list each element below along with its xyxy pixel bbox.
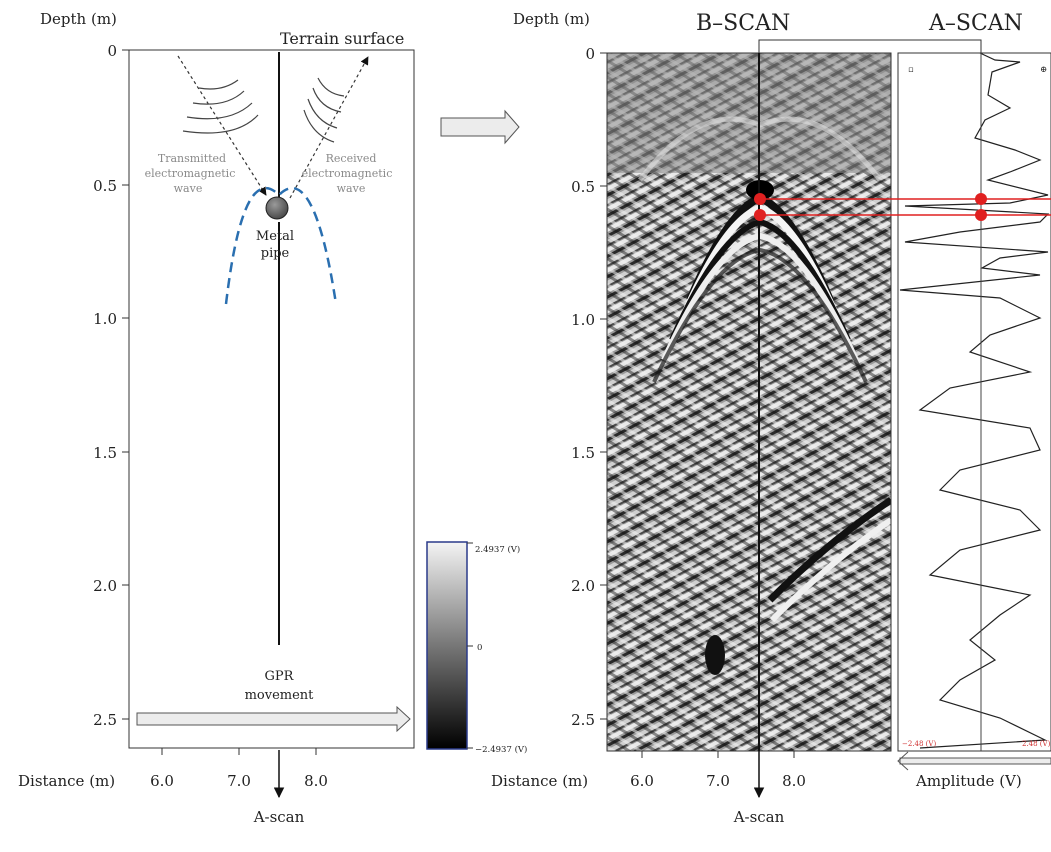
ascan-amp-min: −2.48 (V) [902, 740, 936, 748]
ascan-trace [899, 52, 1050, 749]
received-label: Received electromagnetic wave [302, 152, 393, 195]
transmitted-label: Transmitted electromagnetic wave [145, 152, 236, 195]
left-depth-tick: 1.0 [93, 310, 117, 328]
svg-text:electromagnetic: electromagnetic [302, 167, 393, 180]
svg-text:Metal: Metal [256, 229, 294, 244]
bscan-image [607, 53, 891, 751]
right-distance-tick: 8.0 [782, 772, 806, 790]
left-distance-tick: 8.0 [304, 772, 328, 790]
bscan-title: B–SCAN [696, 11, 790, 36]
right-depth-label: Depth (m) [513, 10, 590, 28]
left-depth-tick: 1.5 [93, 444, 117, 462]
right-distance-ticks: Distance (m) 6.0 7.0 8.0 [491, 751, 806, 790]
svg-text:wave: wave [174, 182, 203, 195]
colorbar-zero: 0 [477, 643, 482, 653]
left-ascan-label: A-scan [253, 808, 305, 826]
gpr-movement-arrow [136, 705, 411, 733]
left-distance-tick: 7.0 [227, 772, 251, 790]
bscan-frame [606, 52, 892, 752]
svg-text:electromagnetic: electromagnetic [145, 167, 236, 180]
right-depth-tick: 1.0 [571, 311, 595, 329]
ascan-corner-marker: ▫ [908, 65, 914, 75]
amplitude-arrow [899, 757, 1051, 765]
left-depth-label: Depth (m) [40, 10, 117, 28]
ascan-amp-max: 2.48 (V) [1022, 740, 1051, 748]
left-depth-ticks: 0 0.5 1.0 1.5 2.0 2.5 [93, 42, 129, 729]
colorbar: 2.4937 (V) 0 −2.4937 (V) [426, 541, 527, 755]
amplitude-label: Amplitude (V) [915, 772, 1022, 790]
transmitted-wavefronts [182, 79, 259, 134]
received-wavefronts [303, 77, 345, 143]
right-panel: Depth (m) B–SCAN A–SCAN ▫ ⊕ −2.48 (V [491, 10, 1051, 826]
right-distance-label: Distance (m) [491, 772, 588, 790]
colorbar-gradient [426, 541, 468, 750]
left-depth-tick: 0.5 [93, 177, 117, 195]
left-depth-tick: 0 [107, 42, 117, 60]
right-distance-tick: 7.0 [706, 772, 730, 790]
left-plot-frame [128, 49, 415, 749]
colorbar-min: −2.4937 (V) [475, 744, 527, 755]
svg-text:GPR: GPR [265, 669, 295, 684]
transition-arrow-icon [440, 109, 520, 145]
right-distance-tick: 6.0 [630, 772, 654, 790]
marker-point [754, 209, 766, 221]
gpr-movement-label: GPR movement [245, 669, 315, 703]
left-depth-tick: 2.0 [93, 577, 117, 595]
hyperbola-curve [224, 186, 338, 305]
colorbar-max: 2.4937 (V) [475, 544, 520, 555]
terrain-surface-label: Terrain surface [280, 29, 404, 48]
received-ray [289, 56, 369, 199]
marker-point [975, 209, 987, 221]
svg-text:wave: wave [337, 182, 366, 195]
left-depth-tick: 2.5 [93, 711, 117, 729]
left-panel: Depth (m) 0 0.5 1.0 1.5 2.0 2.5 Distance… [18, 10, 415, 826]
ascan-corner-icon: ⊕ [1040, 65, 1047, 75]
ascan-bracket [758, 39, 982, 53]
right-depth-tick: 0 [585, 45, 595, 63]
svg-text:Transmitted: Transmitted [158, 152, 226, 165]
metal-pipe-icon [265, 196, 289, 220]
marker-point [975, 193, 987, 205]
right-depth-tick: 1.5 [571, 444, 595, 462]
left-distance-ticks: Distance (m) 6.0 7.0 8.0 [18, 748, 328, 790]
left-distance-tick: 6.0 [150, 772, 174, 790]
ascan-title: A–SCAN [928, 11, 1023, 36]
right-ascan-label: A-scan [733, 808, 785, 826]
ascan-frame [897, 52, 1051, 752]
red-correlation-markers [754, 193, 1051, 221]
svg-text:movement: movement [245, 688, 315, 703]
right-depth-ticks: 0 0.5 1.0 1.5 2.0 2.5 [571, 45, 607, 729]
right-depth-tick: 2.5 [571, 711, 595, 729]
right-depth-tick: 0.5 [571, 178, 595, 196]
marker-point [754, 193, 766, 205]
metal-pipe-label: Metal pipe [256, 229, 294, 261]
svg-text:Received: Received [326, 152, 377, 165]
svg-text:pipe: pipe [261, 246, 290, 261]
right-depth-tick: 2.0 [571, 577, 595, 595]
left-distance-label: Distance (m) [18, 772, 115, 790]
